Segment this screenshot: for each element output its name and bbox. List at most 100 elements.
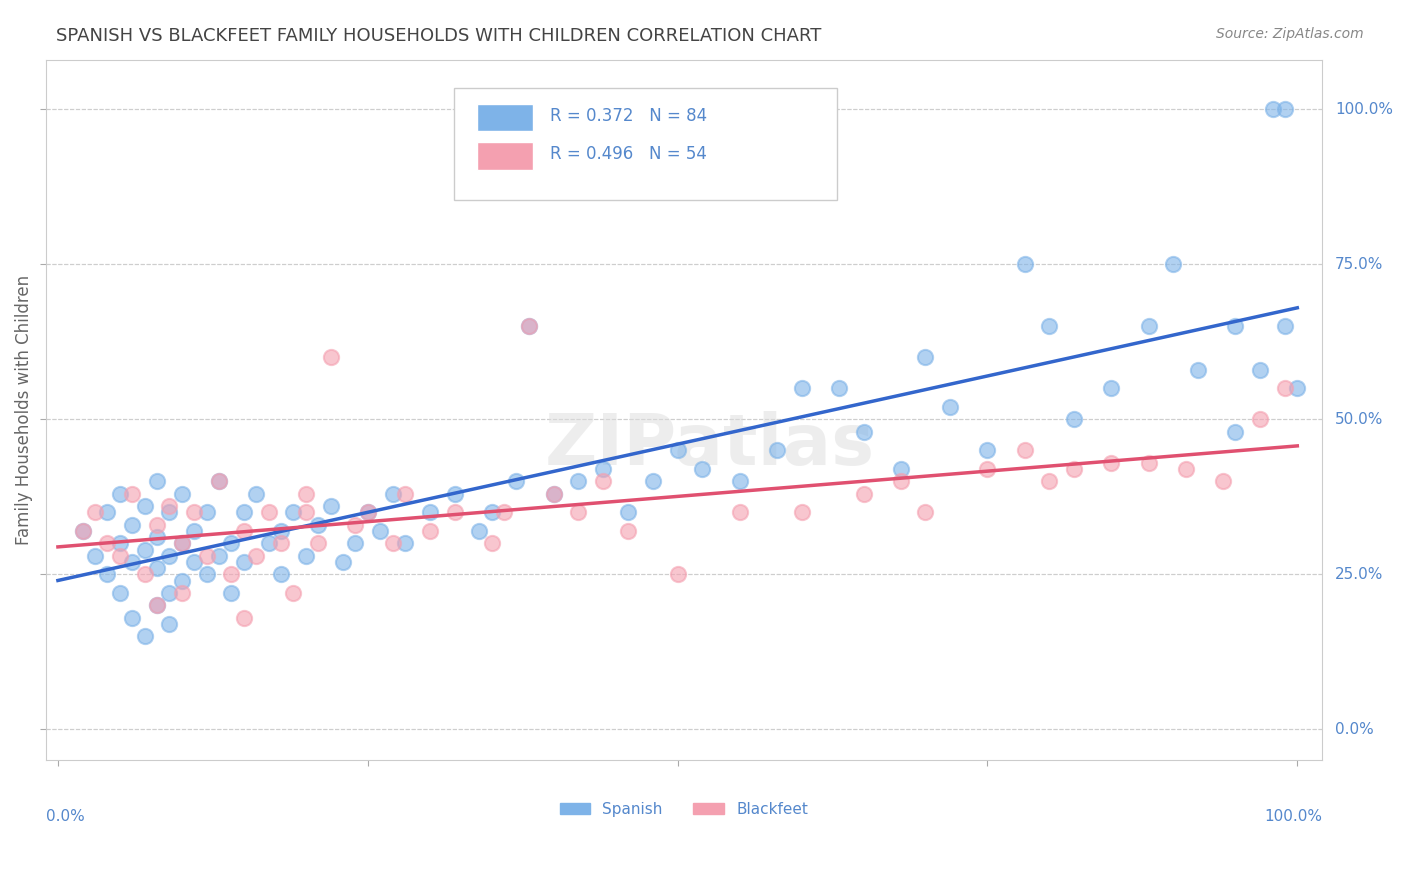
Blackfeet <box>617 524 640 538</box>
Spanish <box>517 319 540 334</box>
Spanish <box>245 487 267 501</box>
Spanish <box>692 462 714 476</box>
Blackfeet <box>183 505 205 519</box>
Blackfeet <box>1174 462 1197 476</box>
Blackfeet <box>146 517 169 532</box>
Blackfeet <box>592 475 614 489</box>
Spanish <box>443 487 465 501</box>
Spanish <box>159 617 181 632</box>
Spanish <box>976 443 998 458</box>
Spanish <box>790 381 813 395</box>
Spanish <box>108 487 131 501</box>
Spanish <box>121 555 143 569</box>
Spanish <box>183 524 205 538</box>
Blackfeet <box>443 505 465 519</box>
Spanish <box>121 611 143 625</box>
Blackfeet <box>146 599 169 613</box>
Spanish <box>1187 362 1209 376</box>
Blackfeet <box>728 505 751 519</box>
Spanish <box>221 536 243 550</box>
Spanish <box>159 586 181 600</box>
Blackfeet <box>394 487 416 501</box>
Spanish <box>543 487 565 501</box>
Spanish <box>1249 362 1271 376</box>
Blackfeet <box>666 567 689 582</box>
Blackfeet <box>245 549 267 563</box>
Spanish <box>1014 257 1036 271</box>
Text: ZIPatlas: ZIPatlas <box>544 410 875 480</box>
Spanish <box>84 549 107 563</box>
Blackfeet <box>221 567 243 582</box>
Blackfeet <box>294 505 316 519</box>
Spanish <box>195 505 218 519</box>
Spanish <box>72 524 94 538</box>
Text: Source: ZipAtlas.com: Source: ZipAtlas.com <box>1216 27 1364 41</box>
Text: SPANISH VS BLACKFEET FAMILY HOUSEHOLDS WITH CHILDREN CORRELATION CHART: SPANISH VS BLACKFEET FAMILY HOUSEHOLDS W… <box>56 27 821 45</box>
Spanish <box>828 381 851 395</box>
Spanish <box>1274 102 1296 116</box>
Blackfeet <box>852 487 875 501</box>
Spanish <box>159 549 181 563</box>
Spanish <box>195 567 218 582</box>
Blackfeet <box>567 505 589 519</box>
Spanish <box>232 505 254 519</box>
Text: 25.0%: 25.0% <box>1334 566 1384 582</box>
Spanish <box>208 475 231 489</box>
FancyBboxPatch shape <box>477 143 533 169</box>
Spanish <box>641 475 664 489</box>
Text: 50.0%: 50.0% <box>1334 412 1384 426</box>
Spanish <box>468 524 491 538</box>
Blackfeet <box>84 505 107 519</box>
Spanish <box>890 462 912 476</box>
Blackfeet <box>270 536 292 550</box>
Spanish <box>283 505 305 519</box>
Spanish <box>134 629 156 643</box>
Spanish <box>666 443 689 458</box>
Spanish <box>505 475 527 489</box>
Blackfeet <box>494 505 516 519</box>
Blackfeet <box>1014 443 1036 458</box>
Spanish <box>419 505 441 519</box>
Blackfeet <box>481 536 503 550</box>
Spanish <box>108 586 131 600</box>
Spanish <box>170 536 193 550</box>
Spanish <box>1286 381 1309 395</box>
Spanish <box>307 517 329 532</box>
Legend: Spanish, Blackfeet: Spanish, Blackfeet <box>554 796 814 822</box>
Spanish <box>270 524 292 538</box>
Spanish <box>134 499 156 513</box>
Blackfeet <box>419 524 441 538</box>
Spanish <box>765 443 787 458</box>
Spanish <box>394 536 416 550</box>
Spanish <box>96 567 118 582</box>
Blackfeet <box>1063 462 1085 476</box>
Blackfeet <box>257 505 280 519</box>
Spanish <box>159 505 181 519</box>
Spanish <box>319 499 342 513</box>
Blackfeet <box>307 536 329 550</box>
Spanish <box>481 505 503 519</box>
Spanish <box>728 475 751 489</box>
Spanish <box>368 524 391 538</box>
Spanish <box>1225 425 1247 439</box>
Spanish <box>257 536 280 550</box>
Text: 0.0%: 0.0% <box>45 809 84 824</box>
Blackfeet <box>357 505 380 519</box>
Blackfeet <box>1099 456 1122 470</box>
Blackfeet <box>96 536 118 550</box>
Blackfeet <box>1249 412 1271 426</box>
Blackfeet <box>72 524 94 538</box>
Spanish <box>567 475 589 489</box>
Spanish <box>146 599 169 613</box>
Blackfeet <box>1038 475 1060 489</box>
Blackfeet <box>134 567 156 582</box>
Spanish <box>939 400 962 414</box>
Spanish <box>1225 319 1247 334</box>
Spanish <box>1274 319 1296 334</box>
Blackfeet <box>108 549 131 563</box>
Text: 100.0%: 100.0% <box>1264 809 1322 824</box>
Blackfeet <box>976 462 998 476</box>
Spanish <box>1038 319 1060 334</box>
Spanish <box>294 549 316 563</box>
Blackfeet <box>294 487 316 501</box>
